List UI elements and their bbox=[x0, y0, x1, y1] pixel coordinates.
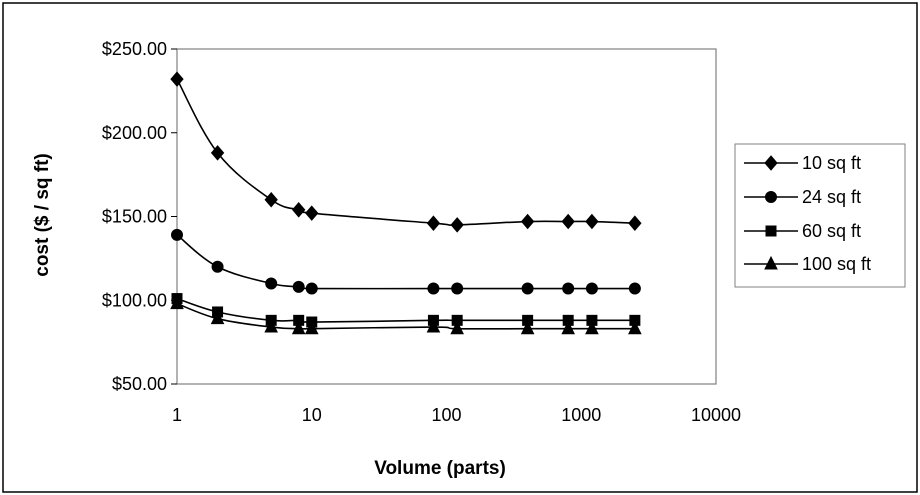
data-point bbox=[264, 191, 278, 208]
x-axis-ticks: 1 10 100 1000 10000 bbox=[172, 405, 741, 425]
data-point bbox=[520, 320, 535, 335]
data-point bbox=[426, 215, 441, 231]
legend-marker bbox=[764, 255, 778, 270]
legend-box bbox=[734, 143, 906, 288]
data-point bbox=[211, 260, 224, 273]
data-point bbox=[304, 320, 319, 335]
data-point bbox=[628, 282, 641, 295]
data-point bbox=[426, 318, 441, 333]
data-point bbox=[450, 217, 464, 233]
y-tick-label: $50.00 bbox=[112, 374, 167, 394]
series-layer bbox=[170, 71, 642, 335]
legend-marker bbox=[765, 225, 777, 237]
legend-marker bbox=[765, 191, 777, 203]
x-tick-label: 100 bbox=[431, 405, 461, 425]
legend-item: 60 sq ft bbox=[744, 221, 861, 241]
legend-label: 100 sq ft bbox=[802, 254, 871, 274]
series-1 bbox=[170, 71, 642, 233]
data-point bbox=[521, 282, 534, 295]
legend-label: 10 sq ft bbox=[802, 153, 861, 173]
data-point bbox=[628, 320, 642, 335]
data-point bbox=[520, 213, 535, 230]
y-axis-ticks: $50.00 $100.00 $150.00 $200.00 $250.00 bbox=[102, 39, 177, 394]
y-tick-label: $100.00 bbox=[102, 290, 167, 310]
legend: 10 sq ft 24 sq ft 60 sq ft 100 sq ft bbox=[734, 143, 906, 288]
data-point bbox=[210, 145, 225, 161]
legend-label: 60 sq ft bbox=[802, 221, 861, 241]
y-tick-label: $200.00 bbox=[102, 123, 167, 143]
data-point bbox=[427, 282, 440, 295]
data-point bbox=[561, 213, 575, 230]
data-point bbox=[450, 320, 464, 335]
data-point bbox=[585, 282, 598, 295]
data-point bbox=[562, 282, 575, 295]
data-point bbox=[171, 228, 183, 241]
data-point bbox=[170, 295, 184, 310]
data-point bbox=[292, 202, 306, 218]
legend-item: 24 sq ft bbox=[744, 187, 861, 207]
series-4 bbox=[170, 295, 642, 335]
data-point bbox=[628, 215, 642, 231]
data-point bbox=[210, 310, 225, 325]
x-axis-title: Volume (parts) bbox=[374, 458, 506, 479]
data-point bbox=[305, 205, 319, 221]
data-point bbox=[585, 320, 599, 335]
data-point bbox=[305, 282, 318, 295]
legend-item: 100 sq ft bbox=[744, 254, 871, 274]
legend-marker bbox=[764, 155, 778, 171]
legend-item: 10 sq ft bbox=[744, 153, 861, 173]
data-point bbox=[451, 282, 464, 295]
y-axis-title: cost ($ / sq ft) bbox=[32, 153, 53, 277]
legend-label: 24 sq ft bbox=[802, 187, 861, 207]
data-point bbox=[264, 318, 278, 333]
x-tick-label: 1000 bbox=[561, 405, 601, 425]
data-point bbox=[170, 71, 184, 87]
data-point bbox=[561, 320, 576, 335]
y-tick-label: $150.00 bbox=[102, 207, 167, 227]
series-2 bbox=[171, 228, 641, 295]
data-point bbox=[292, 280, 305, 293]
data-point bbox=[291, 320, 306, 335]
y-tick-label: $250.00 bbox=[102, 39, 167, 59]
x-tick-label: 10000 bbox=[691, 405, 741, 425]
data-point bbox=[585, 213, 599, 230]
x-tick-label: 10 bbox=[302, 405, 322, 425]
data-point bbox=[265, 277, 278, 290]
x-tick-label: 1 bbox=[172, 405, 182, 425]
